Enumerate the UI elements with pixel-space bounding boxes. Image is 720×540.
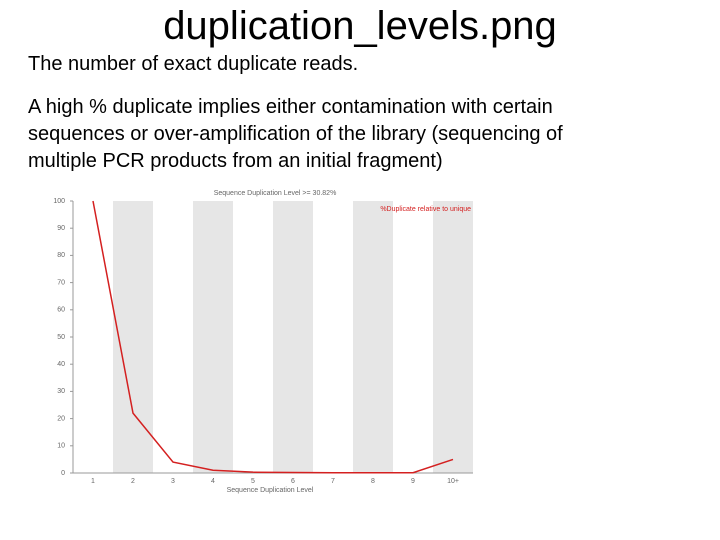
x-tick-label: 6 bbox=[291, 478, 295, 485]
x-tick-label: 4 bbox=[211, 478, 215, 485]
y-tick-label: 10 bbox=[57, 443, 65, 450]
slide-title: duplication_levels.png bbox=[163, 4, 557, 48]
x-tick-label: 1 bbox=[91, 478, 95, 485]
x-tick-label: 2 bbox=[131, 478, 135, 485]
x-axis-label: Sequence Duplication Level bbox=[227, 487, 314, 494]
y-tick-label: 60 bbox=[57, 307, 65, 314]
x-tick-label: 3 bbox=[171, 478, 175, 485]
band bbox=[273, 201, 313, 473]
y-tick-label: 20 bbox=[57, 415, 65, 422]
body-line: multiple PCR products from an initial fr… bbox=[28, 150, 443, 172]
x-tick-label: 5 bbox=[251, 478, 255, 485]
band bbox=[353, 201, 393, 473]
x-tick-label: 9 bbox=[411, 478, 415, 485]
band bbox=[193, 201, 233, 473]
legend-label: %Duplicate relative to unique bbox=[380, 206, 471, 213]
y-tick-label: 30 bbox=[57, 388, 65, 395]
body-line: A high % duplicate implies either contam… bbox=[28, 96, 553, 118]
y-tick-label: 50 bbox=[57, 334, 65, 341]
y-tick-label: 100 bbox=[53, 198, 65, 205]
band bbox=[113, 201, 153, 473]
band bbox=[433, 201, 473, 473]
x-tick-label: 8 bbox=[371, 478, 375, 485]
x-tick-label: 10+ bbox=[447, 478, 459, 485]
y-tick-label: 40 bbox=[57, 361, 65, 368]
y-tick-label: 70 bbox=[57, 279, 65, 286]
x-tick-label: 7 bbox=[331, 478, 335, 485]
body-line: sequences or over-amplification of the l… bbox=[28, 123, 563, 145]
y-tick-label: 0 bbox=[61, 470, 65, 477]
y-tick-label: 90 bbox=[57, 225, 65, 232]
line bbox=[92, 200, 454, 474]
chart-title: Sequence Duplication Level >= 30.82% bbox=[214, 190, 337, 197]
subtitle: The number of exact duplicate reads. bbox=[28, 53, 359, 75]
y-tick-label: 80 bbox=[57, 252, 65, 259]
